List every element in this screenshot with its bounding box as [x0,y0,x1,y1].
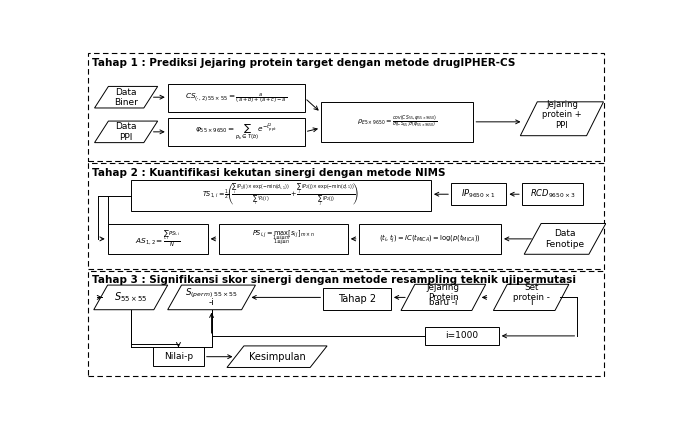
Text: i: i [530,298,533,306]
Bar [323,288,391,310]
Polygon shape [520,102,603,136]
Bar [88,164,603,269]
Text: Data
PPI: Data PPI [115,122,137,142]
Bar [522,184,583,205]
Text: Kesimpulan: Kesimpulan [248,352,305,362]
Text: $RCD_{9650\times3}$: $RCD_{9650\times3}$ [530,188,576,201]
Bar [167,84,304,112]
Text: $AS_{1,2}=\frac{\sum_{l,i}PS_{l,i}}{N}$: $AS_{1,2}=\frac{\sum_{l,i}PS_{l,i}}{N}$ [135,229,180,249]
Bar [167,118,304,146]
Polygon shape [167,285,255,310]
Text: Nilai-p: Nilai-p [164,352,193,361]
Polygon shape [401,284,486,311]
Text: $(t_i,t_j)=IC(t_{MICA})=\log(p(t_{MICA}))$: $(t_i,t_j)=IC(t_{MICA})=\log(p(t_{MICA})… [379,232,481,245]
Text: $TS_{1,i}=\frac{1}{2}\!\left(\!\frac{\sum_i lP_1(i)\times\exp\!\left(-\min(d_{i,: $TS_{1,i}=\frac{1}{2}\!\left(\!\frac{\su… [202,182,360,210]
Bar [321,102,473,142]
Bar [425,327,499,345]
Text: Tahap 3 : Signifikansi skor sinergi dengan metode resampling teknik ujipermutasi: Tahap 3 : Signifikansi skor sinergi deng… [92,275,576,286]
Text: Jejaring
Protein: Jejaring Protein [427,283,460,303]
Bar [107,224,208,253]
Text: Tahap 2 : Kuantifikasi kekutan sinergi dengan metode NIMS: Tahap 2 : Kuantifikasi kekutan sinergi d… [92,167,446,178]
Text: Tahap 1 : Prediksi Jejaring protein target dengan metode drugIPHER-CS: Tahap 1 : Prediksi Jejaring protein targ… [92,57,516,68]
Bar [358,224,501,253]
Text: $\varphi_{55\times9650}=\sum_{p_k\in T(b)}e^{-\hat{t}^2_{pp_k}}$: $\varphi_{55\times9650}=\sum_{p_k\in T(b… [195,122,277,142]
Polygon shape [95,121,158,143]
Bar [88,53,603,161]
Text: baru -i: baru -i [429,298,458,306]
Polygon shape [95,86,158,108]
Polygon shape [493,284,569,311]
Bar [153,348,204,366]
Bar [131,180,431,211]
Text: $CS_{(\cdot,2)\,55\times55}=\frac{a}{(a+b)+(a+c)-a}$: $CS_{(\cdot,2)\,55\times55}=\frac{a}{(a+… [185,91,288,105]
Text: $S_{55\times55}$: $S_{55\times55}$ [114,291,147,304]
Bar [219,224,348,253]
Bar [451,184,506,205]
Text: Data
Fenotipe: Data Fenotipe [545,229,585,249]
Text: Set
protein -: Set protein - [513,283,549,303]
Text: $IP_{9650\times1}$: $IP_{9650\times1}$ [462,188,496,201]
Bar [88,271,603,376]
Text: -i: -i [209,298,215,307]
Text: Jejaring
protein +
PPI: Jejaring protein + PPI [542,100,582,130]
Text: $\rho_{E5\times9650}=\frac{cov\left(CS_{55},\varphi_{55\times9650}\right)}{\sigm: $\rho_{E5\times9650}=\frac{cov\left(CS_{… [357,114,437,130]
Text: $S_{(perm)\ 55\times55}$: $S_{(perm)\ 55\times55}$ [185,287,238,300]
Polygon shape [227,346,327,368]
Text: Data
Biner: Data Biner [114,88,138,107]
Text: $PS_{i,j}=\!\max_{\substack{1\leq i\leq m\\1\leq j\leq n}}\!\left[s_{ij}\right]_: $PS_{i,j}=\!\max_{\substack{1\leq i\leq … [252,230,315,249]
Text: Tahap 2: Tahap 2 [338,294,376,304]
Polygon shape [524,224,605,254]
Text: i=1000: i=1000 [446,332,479,340]
Polygon shape [94,285,167,310]
